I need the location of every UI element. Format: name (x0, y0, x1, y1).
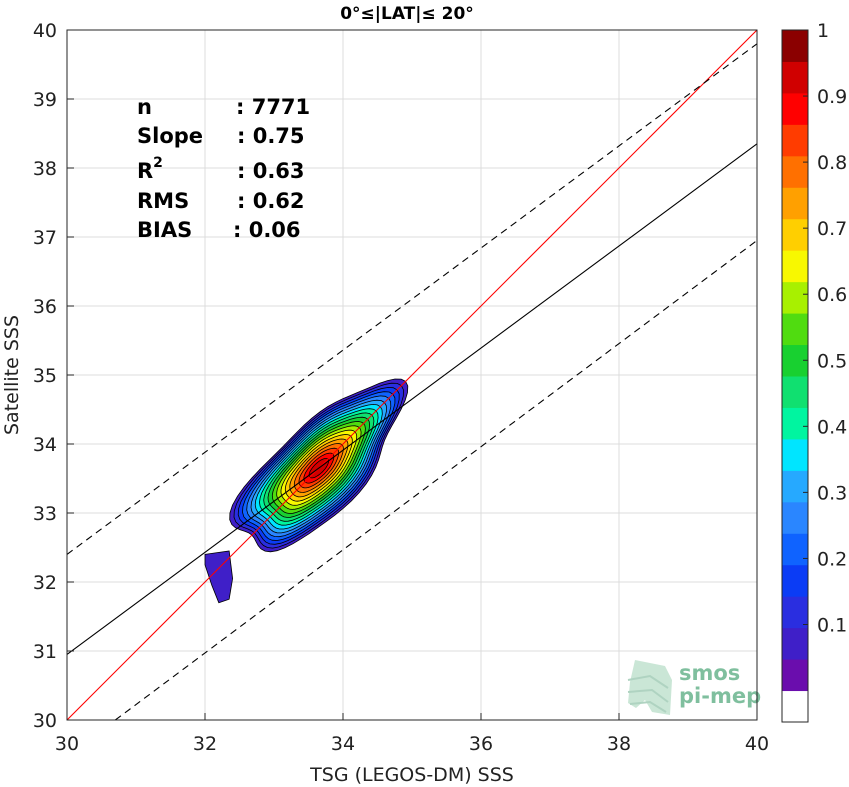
y-tick-label: 33 (33, 503, 57, 525)
x-tick-label: 40 (745, 733, 769, 755)
y-tick-label: 38 (33, 158, 57, 180)
stat-rms-value: : 0.62 (237, 189, 305, 213)
chart-title: 0°≤|LAT|≤ 20° (340, 4, 474, 24)
colorbar-cell (782, 92, 808, 125)
logo-mark-icon (627, 660, 672, 715)
y-tick-label: 40 (33, 20, 57, 42)
colorbar-tick-label: 0.1 (817, 614, 847, 636)
colorbar-tick-label: 0.5 (817, 350, 847, 372)
colorbar-cell (782, 407, 808, 440)
line-lower-bound (114, 240, 757, 720)
y-tick-label: 37 (33, 227, 57, 249)
colorbar-cell (782, 187, 808, 220)
colorbar-cell (782, 281, 808, 314)
colorbar-cell (782, 30, 808, 62)
y-axis: 30 31 32 33 34 35 36 37 38 39 40 (33, 20, 74, 732)
colorbar-tick-label: 0.8 (817, 152, 847, 174)
x-tick-label: 36 (469, 733, 493, 755)
line-one-to-one (67, 30, 757, 720)
y-tick-label: 31 (33, 641, 57, 663)
colorbar-cell (782, 438, 808, 471)
x-axis: 30 32 34 36 38 40 (55, 713, 769, 755)
y-tick-label: 34 (33, 434, 57, 456)
colorbar-cell (782, 376, 808, 408)
logo-text-line2: pi-mep (679, 684, 761, 708)
colorbar-tick-label: 0.4 (817, 416, 847, 438)
stat-slope-value: : 0.75 (237, 124, 305, 148)
y-tick-label: 32 (33, 572, 57, 594)
colorbar-cell (782, 250, 808, 283)
stat-r2-superscript: 2 (153, 155, 163, 171)
colorbar-cell (782, 61, 808, 94)
stats-box: n : 7771 Slope : 0.75 R2 : 0.63 RMS : 0.… (137, 95, 310, 242)
stat-n-value: : 7771 (236, 95, 310, 119)
colorbar-cell (782, 659, 808, 692)
colorbar-cell (782, 155, 808, 188)
colorbar-cell (782, 690, 808, 723)
colorbar-tick-label: 1 (817, 20, 829, 42)
line-regression (67, 143, 757, 655)
colorbar-cell (782, 218, 808, 251)
y-tick-label: 30 (33, 710, 57, 732)
density-contour-outer-blob (204, 550, 234, 604)
colorbar-tick-label: 0.2 (817, 548, 847, 570)
colorbar-cell (782, 124, 808, 157)
stat-slope-label: Slope (137, 124, 203, 148)
colorbar-cell (782, 627, 808, 660)
y-tick-label: 35 (33, 365, 57, 387)
x-axis-label: TSG (LEGOS-DM) SSS (309, 764, 514, 786)
colorbar-cell (782, 313, 808, 346)
colorbar-cell (782, 533, 808, 566)
grid (66, 29, 758, 721)
colorbar-frame (781, 29, 809, 723)
x-tick-label: 30 (55, 733, 79, 755)
stat-r2-label: R2 (137, 155, 163, 183)
reference-lines (67, 30, 757, 720)
x-tick-label: 34 (331, 733, 355, 755)
x-tick-label: 38 (607, 733, 631, 755)
y-axis-label: Satellite SSS (1, 315, 23, 435)
colorbar-cell (782, 501, 808, 534)
colorbar-tick-label: 0.3 (817, 482, 847, 504)
stat-rms-label: RMS (137, 189, 189, 213)
colorbar-ticks: 0.1 0.2 0.3 0.4 0.5 0.6 0.7 0.8 0.9 1 (803, 20, 847, 636)
colorbar-tick-label: 0.6 (817, 284, 847, 306)
colorbar-cell (782, 564, 808, 597)
stat-bias-label: BIAS (137, 218, 192, 242)
colorbar (781, 29, 809, 723)
smos-pi-mep-logo: smos pi-mep (627, 660, 761, 715)
stat-bias-value: : 0.06 (233, 218, 301, 242)
colorbar-tick-label: 0.7 (817, 218, 847, 240)
colorbar-tick-label: 0.9 (817, 86, 847, 108)
y-tick-label: 39 (33, 89, 57, 111)
logo-text-line1: smos (679, 661, 740, 685)
stat-n-label: n (137, 95, 152, 119)
y-tick-label: 36 (33, 296, 57, 318)
colorbar-cell (782, 596, 808, 629)
colorbar-cell (782, 470, 808, 503)
stat-r2-value: : 0.63 (237, 159, 305, 183)
x-tick-label: 32 (193, 733, 217, 755)
